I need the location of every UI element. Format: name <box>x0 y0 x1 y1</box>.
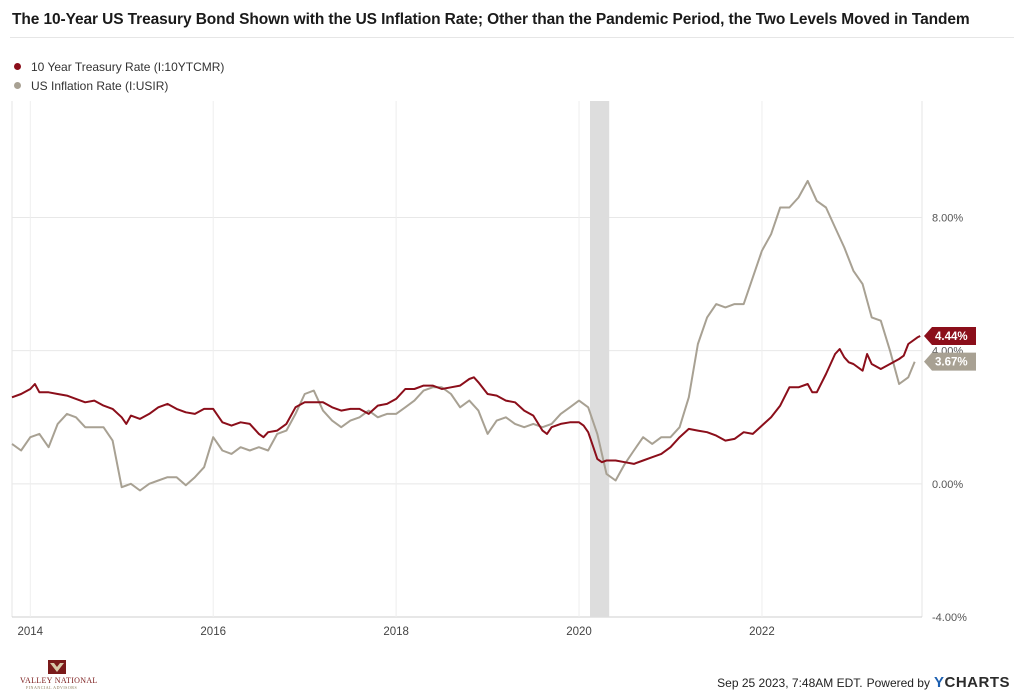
series-layer <box>11 179 921 492</box>
footer-powered-by: Powered by <box>866 675 930 690</box>
legend-item-inflation[interactable]: US Inflation Rate (I:USIR) <box>14 76 224 95</box>
logo-mark-icon <box>48 660 66 674</box>
legend-label-inflation: US Inflation Rate (I:USIR) <box>31 78 169 93</box>
series-line-treasury[interactable] <box>11 335 921 465</box>
ycharts-logo-text: CHARTS <box>944 674 1010 691</box>
legend-dot-icon <box>14 63 21 70</box>
legend-label-treasury: 10 Year Treasury Rate (I:10YTCMR) <box>31 59 225 74</box>
series-line-inflation[interactable] <box>11 179 916 492</box>
end-label-layer: 4.44% 3.67% <box>924 327 976 371</box>
end-label-bg-treasury <box>924 327 976 346</box>
logo-subtitle: FINANCIAL ADVISORS <box>26 685 78 690</box>
x-tick-label: 2014 <box>17 626 43 638</box>
axis-layer: 8.00%4.00%0.00%-4.00%2014 2016 2018 2020 202… <box>17 213 967 638</box>
y-tick-label: -4.00% <box>932 612 967 624</box>
footer: Sep 25 2023, 7:48AM EDT. Powered by YCHA… <box>717 674 1010 691</box>
x-tick-label: 2016 <box>200 626 226 638</box>
legend-item-treasury[interactable]: 10 Year Treasury Rate (I:10YTCMR) <box>14 57 224 76</box>
ycharts-logo[interactable]: YCHARTS <box>934 674 1010 691</box>
x-tick-label: 2022 <box>749 626 775 638</box>
ycharts-logo-y: Y <box>933 674 945 691</box>
end-label-treasury: 4.44% <box>935 331 968 343</box>
legend: 10 Year Treasury Rate (I:10YTCMR) US Inf… <box>14 57 224 95</box>
end-label-bg-inflation <box>924 352 976 371</box>
logo-name: VALLEY NATIONAL <box>20 676 98 685</box>
valley-national-logo: VALLEY NATIONAL FINANCIAL ADVISORS <box>20 660 100 690</box>
x-tick-label: 2018 <box>383 626 409 638</box>
grid-layer <box>11 101 923 618</box>
x-tick-label: 2020 <box>566 626 592 638</box>
end-label-inflation: 3.67% <box>935 357 968 369</box>
legend-dot-icon <box>14 82 21 89</box>
chart-title: The 10-Year US Treasury Bond Shown with … <box>12 11 970 28</box>
title-divider <box>10 37 1014 38</box>
y-tick-label: 8.00% <box>932 213 963 225</box>
y-tick-label: 0.00% <box>932 479 963 491</box>
footer-timestamp: Sep 25 2023, 7:48AM EDT. <box>717 675 863 690</box>
recession-band <box>590 101 610 617</box>
